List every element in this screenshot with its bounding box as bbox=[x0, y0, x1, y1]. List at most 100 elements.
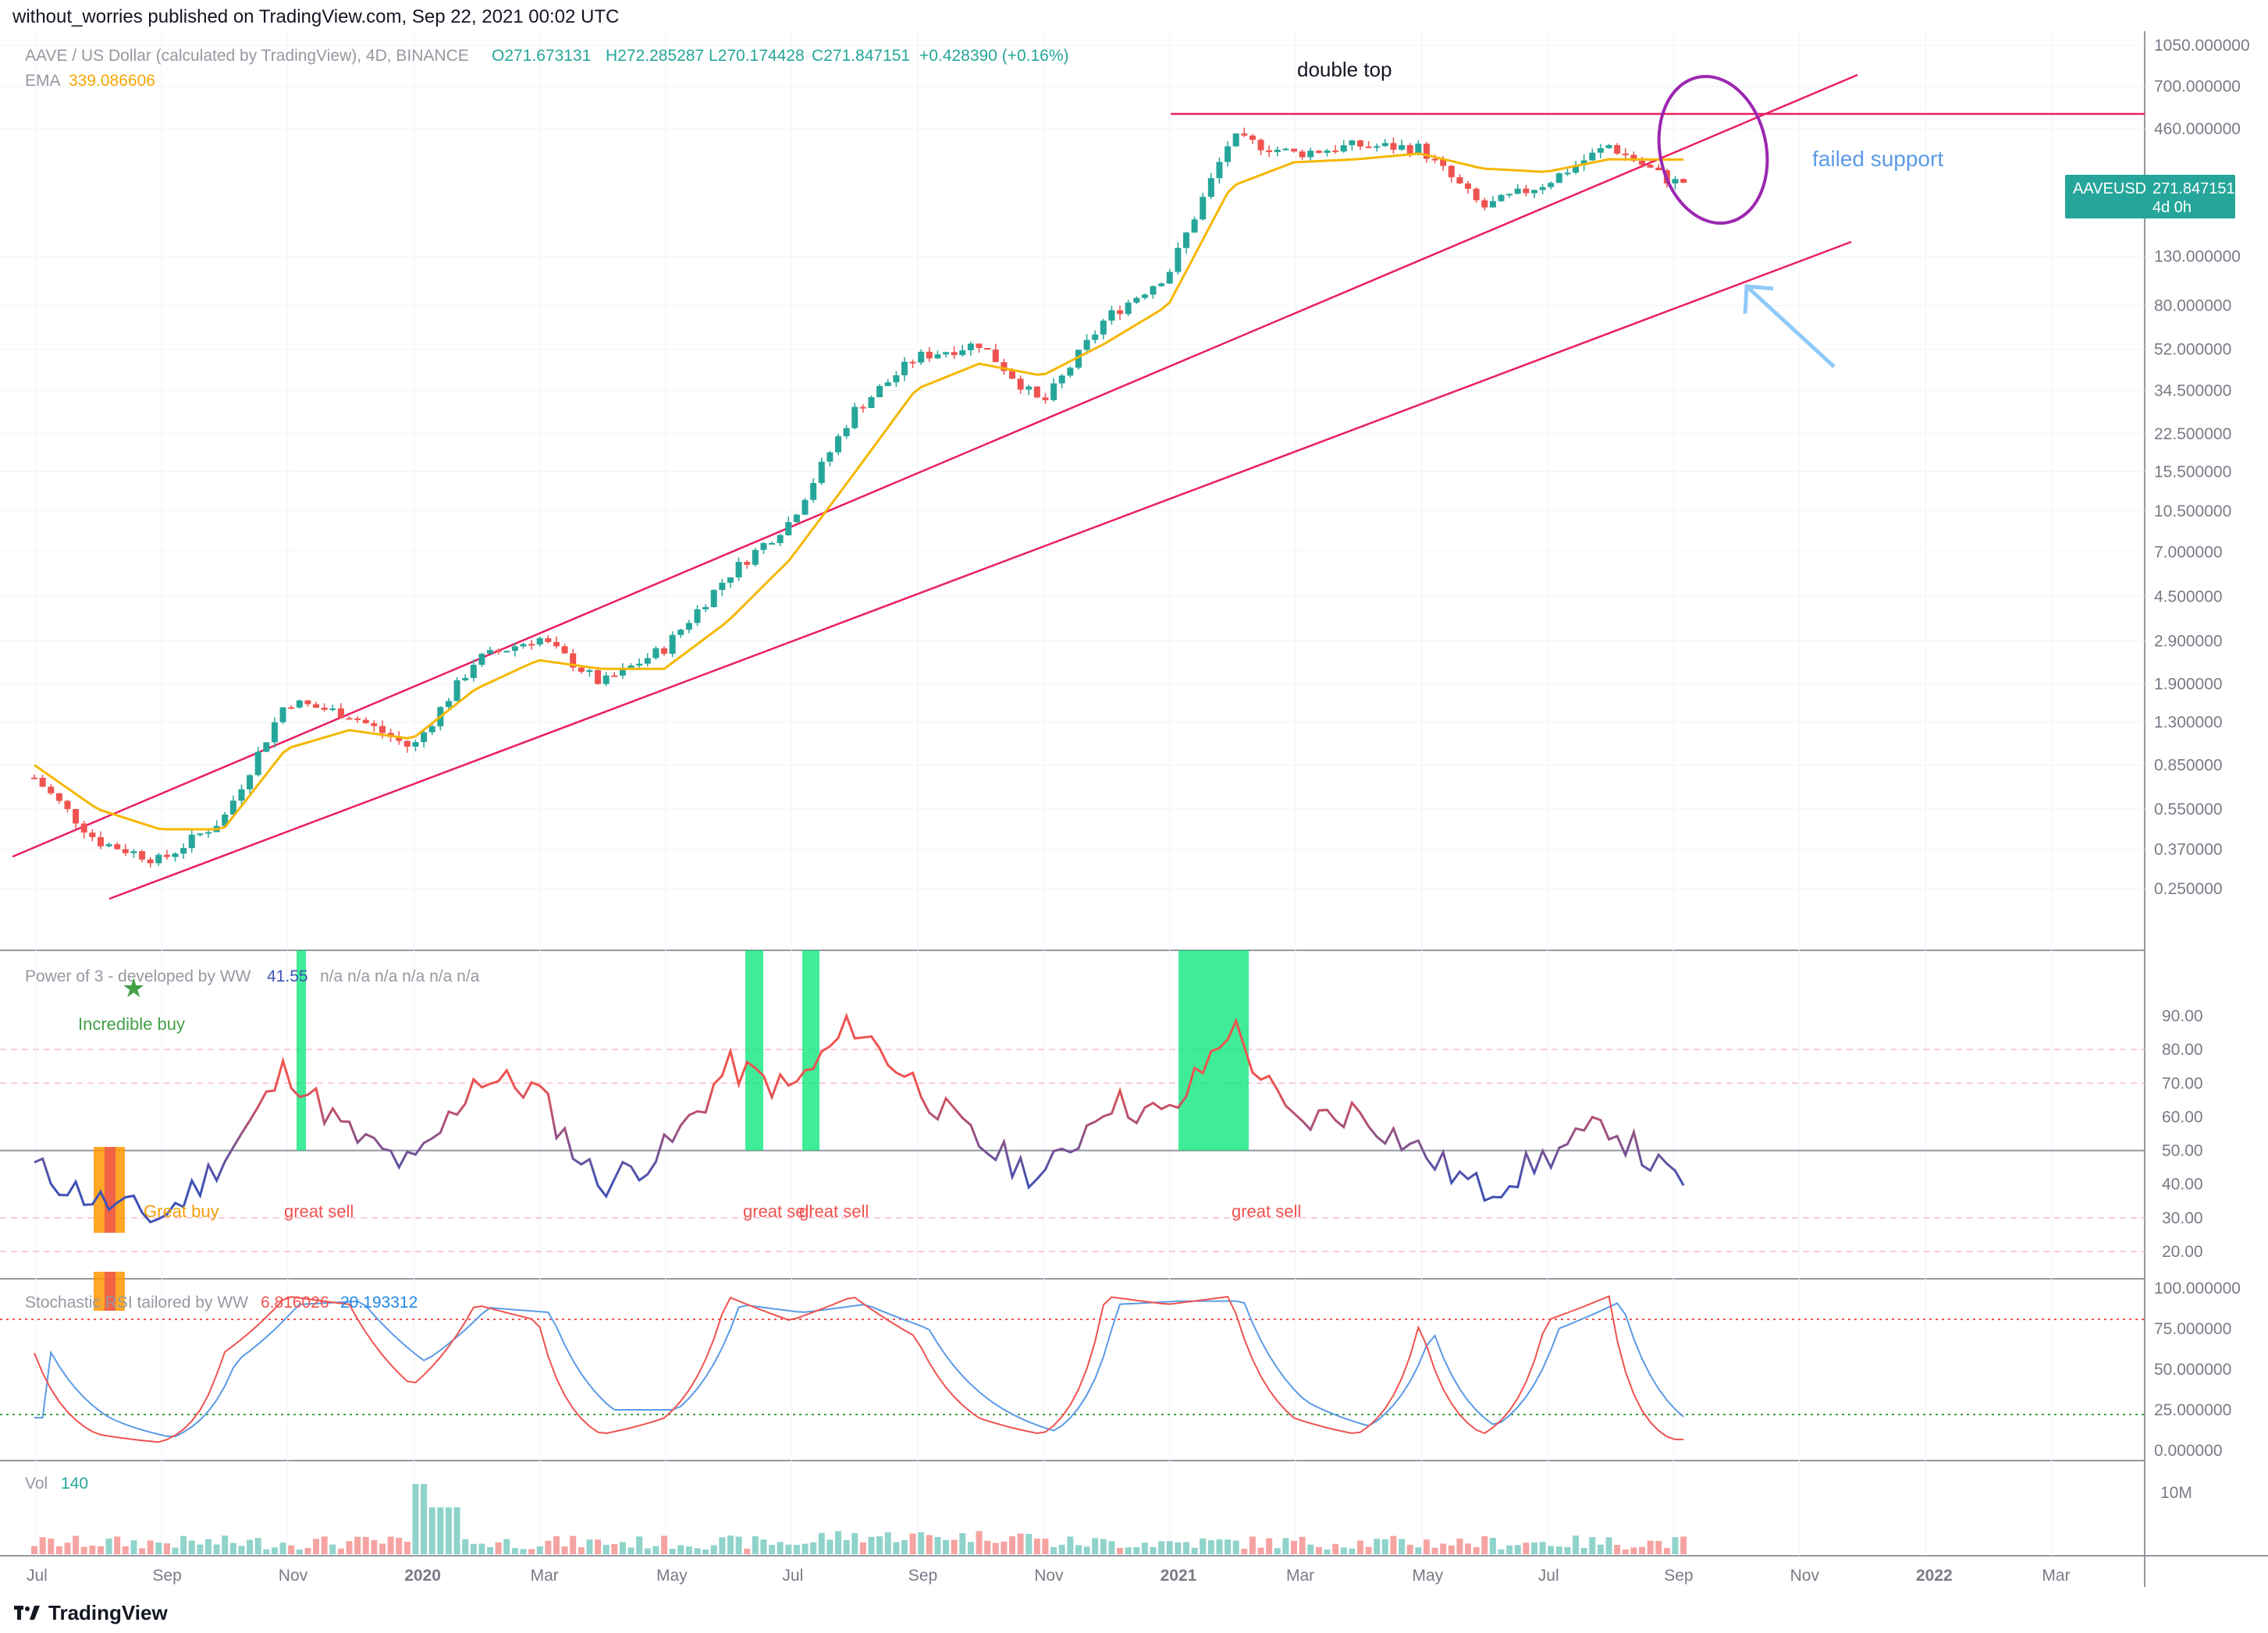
candle bbox=[238, 784, 245, 807]
candle bbox=[553, 636, 560, 649]
time-axis[interactable]: Jul Sep Nov 2020 Mar May Jul Sep Nov 2021 Mar May Ju… bbox=[27, 1567, 2071, 1585]
volume-bar bbox=[437, 1507, 444, 1554]
candle bbox=[1191, 216, 1198, 233]
candle bbox=[1299, 149, 1306, 160]
volume-bar bbox=[1399, 1539, 1406, 1554]
candle bbox=[1399, 140, 1406, 151]
candle bbox=[719, 578, 726, 596]
candle bbox=[926, 346, 933, 362]
candle bbox=[669, 631, 676, 658]
candle bbox=[1340, 140, 1347, 153]
star-icon: ★ bbox=[122, 974, 145, 1003]
volume-bar bbox=[313, 1539, 320, 1554]
volume-bar bbox=[371, 1539, 378, 1554]
main-price-axis[interactable]: 1050.000000 700.000000 460.000000 130.00000… bbox=[2154, 37, 2250, 898]
volume-bar bbox=[1274, 1548, 1281, 1554]
volume-bar bbox=[1431, 1547, 1438, 1554]
volume-bar bbox=[188, 1540, 195, 1554]
volume-bar bbox=[1530, 1542, 1537, 1554]
candle bbox=[1182, 231, 1189, 254]
stoch-k-line bbox=[34, 1295, 1684, 1443]
volume-bar bbox=[777, 1542, 784, 1554]
candle bbox=[909, 359, 916, 368]
volume-bar bbox=[1033, 1539, 1040, 1554]
volume-bar bbox=[122, 1546, 129, 1554]
volume-bar bbox=[893, 1542, 900, 1554]
p3-band bbox=[297, 950, 306, 1151]
time-axis-tick: Mar bbox=[2042, 1567, 2070, 1585]
volume-bar bbox=[603, 1544, 610, 1554]
candle bbox=[1481, 197, 1488, 211]
stoch-axis-tick: 25.000000 bbox=[2154, 1401, 2231, 1419]
candle bbox=[1630, 151, 1637, 163]
price-axis-tick: 0.370000 bbox=[2154, 840, 2223, 858]
volume-bar bbox=[1406, 1544, 1413, 1554]
candle bbox=[561, 644, 568, 655]
candle bbox=[1324, 148, 1331, 157]
volume-bar bbox=[89, 1545, 96, 1554]
candle bbox=[727, 577, 734, 588]
volume-bar bbox=[943, 1539, 950, 1554]
footer: TradingView bbox=[14, 1599, 168, 1626]
candle bbox=[545, 635, 552, 644]
candle bbox=[1456, 174, 1463, 184]
volume-bar bbox=[851, 1532, 858, 1554]
volume-bar bbox=[992, 1542, 999, 1554]
p3-axis-tick: 50.00 bbox=[2162, 1142, 2203, 1160]
time-axis-tick: Nov bbox=[1034, 1567, 1064, 1585]
volume-bar bbox=[1415, 1547, 1422, 1554]
volume-bar bbox=[428, 1507, 435, 1554]
candle bbox=[627, 663, 635, 669]
candle bbox=[1033, 386, 1040, 399]
price-axis-tick: 0.850000 bbox=[2154, 757, 2223, 775]
channel-lower-line[interactable] bbox=[108, 240, 1852, 900]
candle bbox=[1133, 296, 1140, 304]
volume-bar bbox=[1133, 1547, 1140, 1554]
candle bbox=[1216, 157, 1223, 184]
stoch-legend-name: Stochastic RSI tailored by WW bbox=[25, 1294, 248, 1312]
candle bbox=[470, 659, 477, 682]
volume-bar bbox=[859, 1542, 866, 1554]
candle bbox=[1614, 143, 1621, 155]
volume-bar bbox=[487, 1547, 494, 1554]
candle bbox=[1514, 184, 1521, 195]
price-tag[interactable]: AAVEUSD 271.847151 4d 0h bbox=[2065, 175, 2235, 218]
candle bbox=[777, 534, 784, 546]
candle bbox=[1100, 318, 1107, 340]
candle bbox=[1356, 140, 1363, 151]
candle bbox=[603, 672, 610, 687]
candle bbox=[31, 774, 37, 779]
price-tag-countdown: 4d 0h bbox=[2152, 199, 2192, 216]
candle bbox=[1489, 195, 1496, 208]
volume-bar bbox=[1083, 1546, 1090, 1554]
volume-bar bbox=[884, 1532, 891, 1554]
volume-bar bbox=[1564, 1546, 1571, 1554]
time-axis-tick: 2021 bbox=[1161, 1567, 1197, 1585]
candle bbox=[1207, 172, 1214, 200]
channel-upper-line[interactable] bbox=[12, 73, 1858, 858]
time-axis-tick: Nov bbox=[279, 1567, 308, 1585]
candle bbox=[1017, 375, 1024, 394]
candle bbox=[346, 715, 353, 720]
volume-bar bbox=[337, 1548, 344, 1554]
candle bbox=[694, 605, 701, 627]
volume-bar bbox=[1125, 1547, 1132, 1554]
volume-bar bbox=[288, 1545, 295, 1554]
volume-bar bbox=[213, 1544, 220, 1554]
volume-bar bbox=[1332, 1543, 1339, 1554]
volume-bar bbox=[669, 1549, 676, 1554]
candle bbox=[859, 404, 866, 413]
time-axis-tick: 2022 bbox=[1916, 1567, 1953, 1585]
channel-lines[interactable] bbox=[12, 73, 2145, 900]
volume-bar bbox=[222, 1535, 229, 1554]
volume-bar bbox=[595, 1539, 602, 1554]
candle bbox=[818, 457, 825, 485]
volume-bar bbox=[462, 1539, 469, 1554]
candle bbox=[155, 853, 162, 866]
volume-bar bbox=[1506, 1545, 1513, 1554]
volume-bar bbox=[304, 1548, 311, 1554]
candle bbox=[967, 341, 974, 356]
chart-area[interactable]: double top failed support AAVE / US Doll… bbox=[0, 31, 2268, 1596]
candle bbox=[304, 700, 311, 707]
candle bbox=[834, 433, 841, 456]
